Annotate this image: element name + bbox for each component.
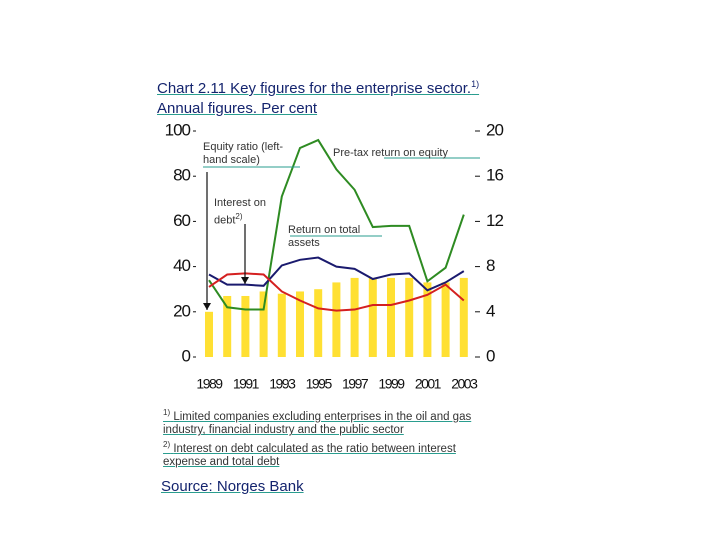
footnote: 1) Limited companies excluding enterpris…: [163, 408, 472, 437]
x-tick-label: 1995: [306, 376, 333, 392]
bar: [314, 289, 323, 357]
bar: [441, 282, 450, 357]
y2-tick-label: 20: [486, 120, 503, 139]
bar: [350, 277, 359, 357]
footnote: 2) Interest on debt calculated as the ra…: [163, 439, 456, 469]
x-tick-label: 1997: [342, 376, 369, 392]
bar: [241, 295, 250, 357]
y-tick-label: 0: [182, 346, 191, 365]
y-tick-label: 80: [173, 166, 190, 185]
source: Source: Norges Bank: [161, 478, 304, 495]
annotation: Pre-tax return on equity: [333, 147, 448, 159]
bar: [223, 295, 232, 357]
y-tick-label: 60: [173, 211, 190, 230]
annotation: Return on total assets: [288, 224, 361, 249]
line: [208, 138, 465, 311]
y-tick-label: 20: [173, 301, 190, 320]
bar: [423, 282, 432, 357]
x-tick-label: 2001: [415, 376, 442, 392]
y2-tick-label: 8: [486, 256, 495, 275]
x-tick-label: 1999: [378, 376, 405, 392]
y2-tick-label: 12: [486, 211, 503, 230]
bar: [368, 277, 377, 357]
y2-tick-label: 16: [486, 166, 503, 185]
y2-tick-label: 4: [486, 301, 495, 320]
y-tick-label: 40: [173, 256, 190, 275]
annotation: Equity ratio (left-hand scale): [203, 141, 284, 166]
x-tick-label: 2003: [451, 376, 478, 392]
chart-title: Chart 2.11 Key figures for the enterpris…: [157, 79, 480, 117]
bar: [332, 282, 341, 357]
bar: [387, 277, 395, 357]
bar: [459, 277, 468, 357]
bar: [405, 277, 414, 357]
plot: 0 20 40 60 80 100 0 4 8 12 16 20 1989 1991 1993 1995 199…: [165, 120, 505, 392]
line: [208, 256, 465, 292]
x-tick-label: 1989: [196, 376, 223, 392]
annotation: Interest on debt2): [214, 197, 266, 227]
bar: [277, 293, 286, 357]
bar: [259, 291, 268, 357]
x-tick-label: 1993: [269, 376, 296, 392]
y2-tick-label: 0: [486, 346, 495, 365]
y-tick-label: 100: [165, 120, 191, 139]
footnotes: 1) Limited companies excluding enterpris…: [163, 406, 493, 470]
line: [208, 272, 465, 312]
bar: [296, 291, 304, 357]
bar: [205, 311, 213, 357]
x-tick-label: 1991: [233, 376, 260, 392]
